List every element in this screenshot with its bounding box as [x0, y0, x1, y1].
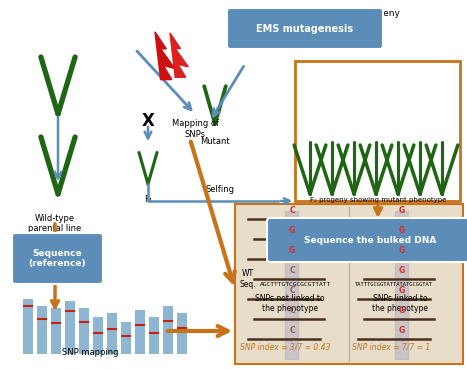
Text: C: C	[289, 306, 295, 315]
Bar	[121, 322, 131, 354]
FancyBboxPatch shape	[235, 204, 463, 364]
Text: G: G	[289, 226, 295, 235]
Bar	[149, 317, 159, 354]
Text: AGCTTTGTCGCGCGTTATT: AGCTTTGTCGCGCGTTATT	[260, 282, 331, 286]
Bar	[37, 306, 47, 354]
Text: G: G	[399, 326, 405, 335]
Text: F₁: F₁	[144, 195, 152, 204]
FancyBboxPatch shape	[267, 218, 467, 262]
FancyBboxPatch shape	[12, 233, 103, 284]
Bar	[93, 317, 103, 354]
Text: SNP mapping: SNP mapping	[62, 348, 118, 357]
FancyBboxPatch shape	[295, 61, 460, 201]
Bar	[107, 313, 117, 354]
Text: F₂ progeny: F₂ progeny	[351, 9, 399, 18]
Text: F₂ progeny showing mutant phenotype: F₂ progeny showing mutant phenotype	[310, 197, 446, 203]
Text: C: C	[289, 286, 295, 295]
Text: Selfing: Selfing	[205, 185, 234, 194]
Text: G: G	[399, 266, 405, 275]
Text: G: G	[399, 306, 405, 315]
Text: Mutant: Mutant	[200, 137, 230, 146]
Bar	[51, 308, 61, 354]
FancyBboxPatch shape	[227, 8, 383, 49]
Text: G: G	[399, 226, 405, 235]
Text: Wild-type
parental line: Wild-type parental line	[28, 214, 82, 234]
Text: SNPs not linked to
the phenotype: SNPs not linked to the phenotype	[255, 294, 325, 313]
Text: Sequence the bulked DNA: Sequence the bulked DNA	[304, 235, 436, 245]
Polygon shape	[170, 33, 188, 77]
Text: Mapping of
SNPs: Mapping of SNPs	[171, 119, 219, 139]
Bar	[163, 306, 173, 354]
Text: C: C	[289, 326, 295, 335]
Text: C: C	[289, 266, 295, 275]
Text: G: G	[399, 286, 405, 295]
Bar	[79, 308, 89, 354]
Bar	[177, 313, 187, 354]
Text: SNP index = 7/7 = 1: SNP index = 7/7 = 1	[352, 342, 430, 352]
Polygon shape	[155, 32, 175, 80]
Text: C: C	[289, 206, 295, 215]
Text: G: G	[289, 246, 295, 255]
Text: EMS mutagenesis: EMS mutagenesis	[256, 24, 354, 34]
Text: G: G	[399, 246, 405, 255]
Text: WT
Seq.: WT Seq.	[240, 269, 256, 289]
Text: SNP index = 3/7 = 0.43: SNP index = 3/7 = 0.43	[240, 342, 330, 352]
Bar	[135, 310, 145, 354]
Bar	[65, 301, 75, 354]
Bar	[23, 299, 33, 354]
Text: X: X	[142, 112, 155, 130]
Text: Sequence
(reference): Sequence (reference)	[28, 249, 86, 268]
Text: SNPs linked to
the phenotype: SNPs linked to the phenotype	[372, 294, 428, 313]
Text: G: G	[399, 206, 405, 215]
Text: TATTTGCGGTATTATATGCGGTAT: TATTTGCGGTATTATATGCGGTAT	[355, 282, 433, 286]
